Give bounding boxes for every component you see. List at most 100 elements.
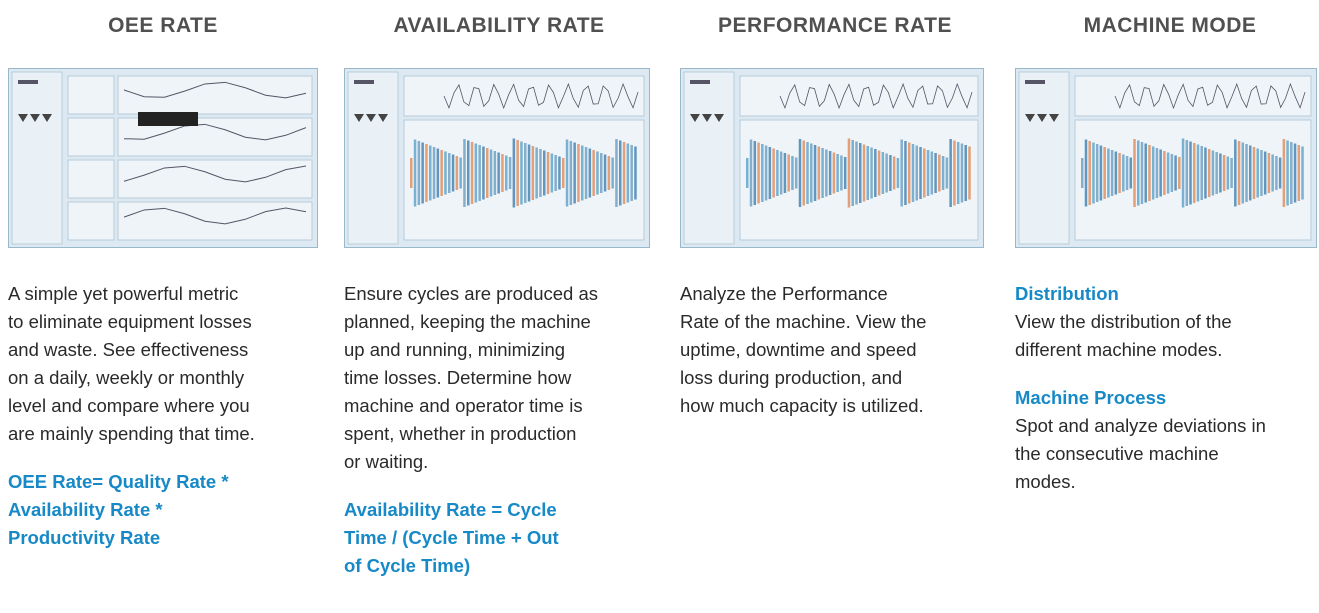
thumbnail-shape: [765, 146, 768, 201]
thumbnail-shape: [513, 139, 516, 208]
thumbnail-shape: [859, 143, 862, 203]
thumbnail-shape: [1268, 153, 1271, 193]
thumbnail-shape: [787, 155, 790, 192]
thumbnail-shape: [497, 153, 500, 194]
spacer: [8, 448, 338, 468]
section-heading: Distribution: [1015, 280, 1319, 308]
thumbnail-shape: [1182, 139, 1185, 208]
thumbnail-shape: [746, 158, 749, 188]
thumbnail-shape: [425, 144, 428, 202]
body-line: modes.: [1015, 468, 1319, 496]
thumbnail-shape: [1286, 141, 1289, 206]
thumbnail-shape: [554, 155, 557, 191]
thumbnail-shape: [471, 142, 474, 204]
thumbnail-shape: [825, 150, 828, 197]
thumbnail-shape: [1186, 140, 1189, 206]
body-line: to eliminate equipment losses: [8, 308, 338, 336]
thumbnail-shape: [490, 150, 493, 197]
thumbnail-shape: [516, 140, 519, 206]
body-line: or waiting.: [344, 448, 674, 476]
thumbnail-shape: [912, 144, 915, 202]
thumbnail-shape: [1275, 156, 1278, 190]
thumbnail-shape: [524, 143, 527, 203]
spacer: [1015, 364, 1319, 384]
thumbnail-shape: [1260, 150, 1263, 196]
thumbnail-shape: [577, 144, 580, 202]
thumbnail-shape: [889, 155, 892, 191]
thumbnail-shape: [551, 154, 554, 193]
thumbnail-shape: [118, 202, 312, 240]
body-line: level and compare where you: [8, 392, 338, 420]
thumbnail-shape: [592, 150, 595, 196]
thumbnail-shape: [1103, 147, 1106, 199]
formula-line: Productivity Rate: [8, 524, 338, 552]
thumbnail-shape: [761, 144, 764, 202]
thumbnail-shape: [780, 152, 783, 195]
thumbnail-shape: [543, 151, 546, 196]
thumbnail-shape: [467, 141, 470, 206]
thumbnail-shape: [931, 152, 934, 195]
body-line: time losses. Determine how: [344, 364, 674, 392]
body-line: Rate of the machine. View the: [680, 308, 1010, 336]
thumbnail-shape: [1159, 150, 1162, 197]
body-line: Analyze the Performance: [680, 280, 1010, 308]
thumbnail-shape: [870, 148, 873, 199]
thumbnail-shape: [437, 149, 440, 198]
thumbnail-shape: [938, 155, 941, 192]
body-line: Spot and analyze deviations in: [1015, 412, 1319, 440]
column-title: MACHINE MODE: [1015, 14, 1319, 38]
thumbnail-shape: [1208, 149, 1211, 197]
section-heading: Machine Process: [1015, 384, 1319, 412]
column-text: Analyze the PerformanceRate of the machi…: [680, 280, 1010, 420]
thumbnail-shape: [1264, 152, 1267, 195]
thumbnail-shape: [1245, 144, 1248, 202]
thumbnail-shape: [68, 118, 114, 156]
thumbnail-shape: [118, 160, 312, 198]
thumbnail-shape: [1092, 143, 1095, 204]
formula-line: OEE Rate= Quality Rate *: [8, 468, 338, 496]
thumbnail-shape: [482, 147, 485, 200]
thumbnail-shape: [1212, 151, 1215, 196]
thumbnail-shape: [833, 153, 836, 194]
thumbnail-shape: [604, 155, 607, 192]
thumbnail-shape: [878, 151, 881, 196]
thumbnail-shape: [414, 140, 417, 207]
thumbnail-shape: [1298, 145, 1301, 201]
thumbnail-shape: [946, 158, 949, 189]
thumbnail-shape: [942, 156, 945, 190]
thumbnail-shape: [444, 152, 447, 195]
body-line: how much capacity is utilized.: [680, 392, 1010, 420]
thumbnail-shape: [1219, 154, 1222, 193]
thumbnail-shape: [68, 76, 114, 114]
thumbnail-shape: [1156, 148, 1159, 198]
thumbnail-shape: [919, 147, 922, 199]
thumbnail-shape: [791, 156, 794, 190]
column-title: PERFORMANCE RATE: [680, 14, 990, 38]
thumbnail-shape: [348, 72, 398, 244]
column-text: Ensure cycles are produced asplanned, ke…: [344, 280, 674, 580]
body-line: on a daily, weekly or monthly: [8, 364, 338, 392]
thumbnail-shape: [1174, 156, 1177, 191]
thumbnail-shape: [440, 150, 443, 196]
thumbnail-shape: [118, 76, 312, 114]
thumbnail-shape: [1301, 147, 1304, 200]
thumbnail-shape: [547, 152, 550, 194]
thumbnail-shape: [68, 202, 114, 240]
thumbnail-shape: [776, 150, 779, 196]
body-line: up and running, minimizing: [344, 336, 674, 364]
thumbnail-shape: [585, 147, 588, 199]
thumbnail-shape: [478, 145, 481, 201]
thumbnail-shape: [923, 149, 926, 198]
thumbnail-shape: [882, 152, 885, 194]
thumbnail-shape: [803, 141, 806, 206]
thumbnail-shape: [1133, 139, 1136, 207]
thumbnail-shape: [814, 145, 817, 201]
dashboard-thumbnail: [8, 68, 318, 248]
body-line: Ensure cycles are produced as: [344, 280, 674, 308]
body-line: are mainly spending that time.: [8, 420, 338, 448]
thumbnail-shape: [784, 153, 787, 193]
thumbnail-shape: [494, 151, 497, 195]
thumbnail-shape: [949, 139, 952, 207]
thumbnail-shape: [566, 140, 569, 207]
thumbnail-shape: [1163, 151, 1166, 195]
